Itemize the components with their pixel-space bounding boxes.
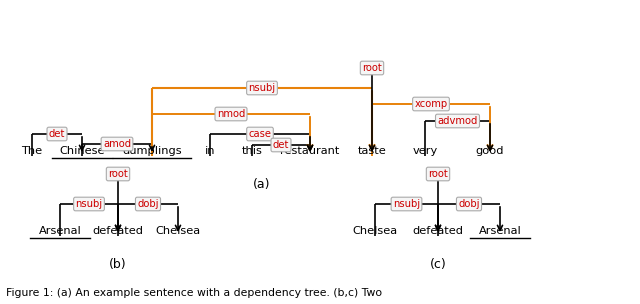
Text: dobj: dobj <box>137 199 159 209</box>
Text: dumplings: dumplings <box>122 146 182 156</box>
Text: defeated: defeated <box>93 226 143 236</box>
Text: det: det <box>49 129 65 139</box>
Text: nsubj: nsubj <box>393 199 420 209</box>
Text: advmod: advmod <box>437 116 477 126</box>
Text: root: root <box>428 169 448 179</box>
Text: very: very <box>412 146 438 156</box>
Text: case: case <box>248 129 271 139</box>
Text: The: The <box>21 146 43 156</box>
Text: det: det <box>273 140 289 150</box>
Text: xcomp: xcomp <box>415 99 447 109</box>
Text: Figure 1: (a) An example sentence with a dependency tree. (b,c) Two: Figure 1: (a) An example sentence with a… <box>6 288 382 298</box>
Text: in: in <box>205 146 215 156</box>
Text: root: root <box>362 63 382 73</box>
Text: (c): (c) <box>429 258 446 271</box>
Text: Chelsea: Chelsea <box>156 226 200 236</box>
Text: Chelsea: Chelsea <box>353 226 397 236</box>
Text: good: good <box>476 146 504 156</box>
Text: Arsenal: Arsenal <box>479 226 522 236</box>
Text: Chinese: Chinese <box>60 146 105 156</box>
Text: this: this <box>241 146 262 156</box>
Text: nmod: nmod <box>217 109 245 119</box>
Text: root: root <box>108 169 128 179</box>
Text: amod: amod <box>103 139 131 149</box>
Text: taste: taste <box>358 146 387 156</box>
Text: (b): (b) <box>109 258 127 271</box>
Text: Arsenal: Arsenal <box>38 226 81 236</box>
Text: (a): (a) <box>253 178 271 191</box>
Text: nsubj: nsubj <box>76 199 102 209</box>
Text: defeated: defeated <box>413 226 463 236</box>
Text: nsubj: nsubj <box>248 83 276 93</box>
Text: restaurant: restaurant <box>280 146 340 156</box>
Text: dobj: dobj <box>458 199 480 209</box>
